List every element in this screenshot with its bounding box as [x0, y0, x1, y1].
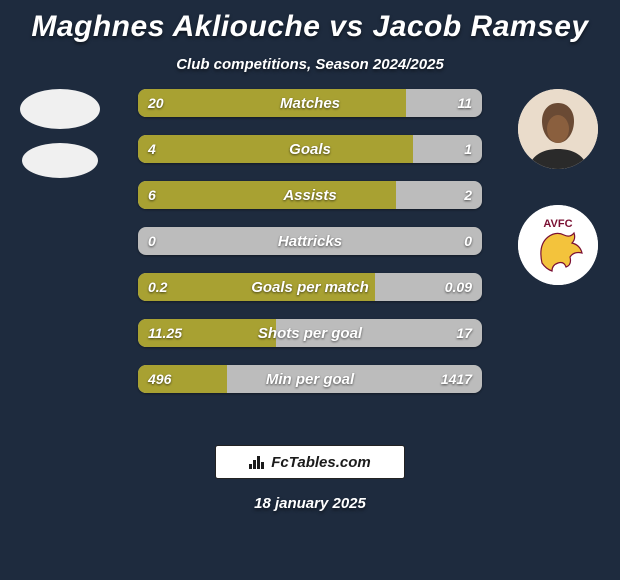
person-icon	[518, 89, 598, 169]
player-left-avatar	[20, 89, 100, 129]
club-right-code: AVFC	[543, 218, 572, 230]
stat-label: Matches	[138, 89, 482, 117]
bars-icon	[249, 455, 265, 469]
stat-label: Min per goal	[138, 365, 482, 393]
stat-value-right: 1	[464, 135, 472, 163]
stat-bars: 20Matches114Goals16Assists20Hattricks00.…	[138, 89, 482, 411]
stat-row: 6Assists2	[138, 181, 482, 209]
snapshot-date: 18 january 2025	[0, 495, 620, 512]
stat-label: Goals per match	[138, 273, 482, 301]
stat-row: 4Goals1	[138, 135, 482, 163]
stat-row: 0Hattricks0	[138, 227, 482, 255]
stat-label: Assists	[138, 181, 482, 209]
stat-label: Shots per goal	[138, 319, 482, 347]
stat-row: 20Matches11	[138, 89, 482, 117]
stat-value-right: 17	[456, 319, 472, 347]
subtitle: Club competitions, Season 2024/2025	[0, 56, 620, 73]
stat-value-right: 2	[464, 181, 472, 209]
source-attribution: FcTables.com	[215, 445, 405, 479]
club-left-badge	[22, 143, 98, 178]
stat-row: 0.2Goals per match0.09	[138, 273, 482, 301]
stat-value-right: 11	[457, 89, 472, 117]
stat-label: Hattricks	[138, 227, 482, 255]
avfc-badge-icon: AVFC	[518, 205, 598, 285]
stat-row: 496Min per goal1417	[138, 365, 482, 393]
page-title: Maghnes Akliouche vs Jacob Ramsey	[0, 0, 620, 44]
stat-label: Goals	[138, 135, 482, 163]
player-right-avatar	[518, 89, 598, 169]
stat-value-right: 0.09	[445, 273, 472, 301]
stat-value-right: 1417	[441, 365, 472, 393]
stat-value-right: 0	[464, 227, 472, 255]
brand-label: FcTables.com	[271, 454, 370, 471]
club-right-badge: AVFC	[518, 205, 598, 285]
stat-row: 11.25Shots per goal17	[138, 319, 482, 347]
